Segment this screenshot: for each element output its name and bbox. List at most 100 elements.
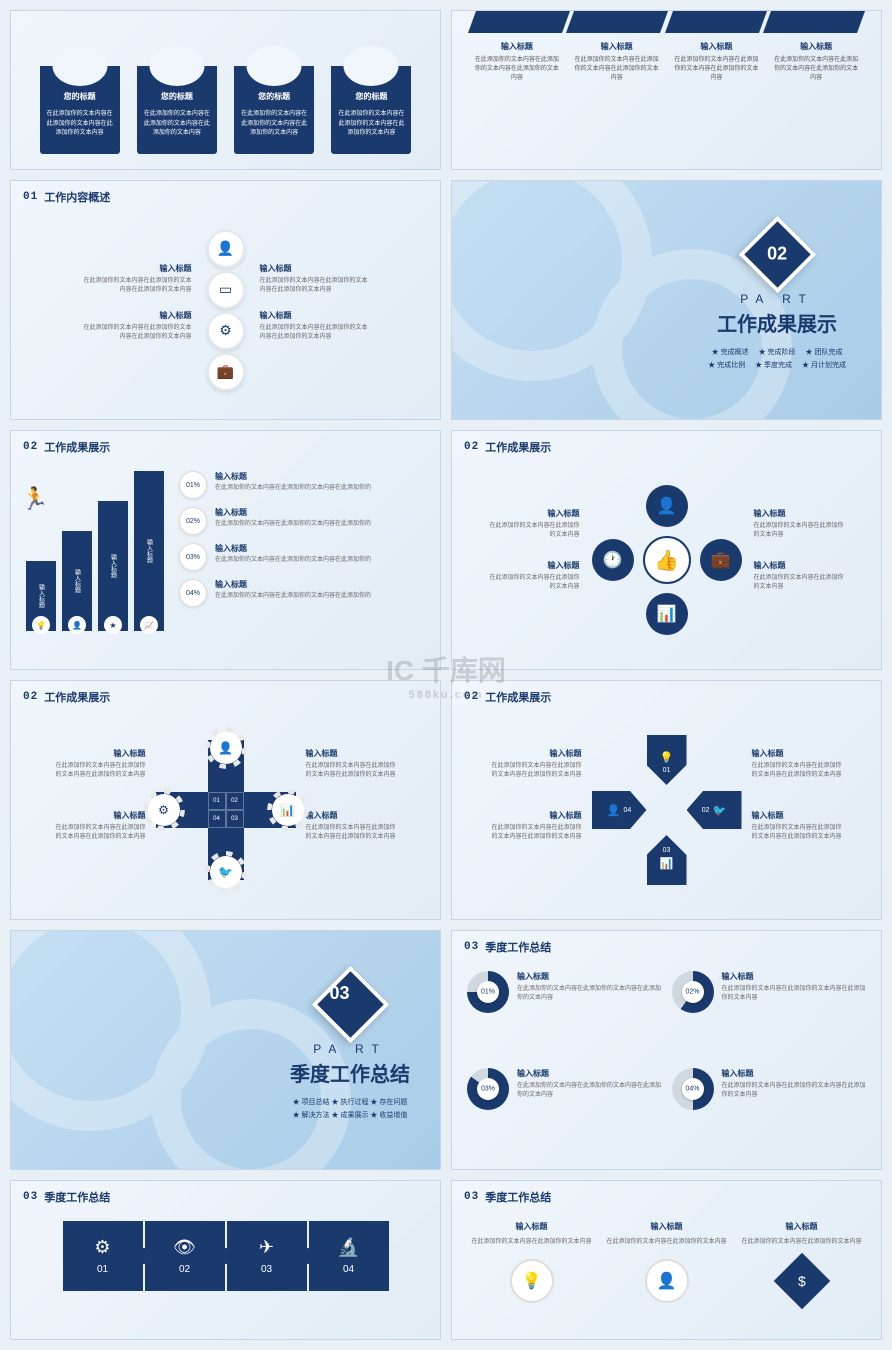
plane-icon: ✈ bbox=[259, 1237, 274, 1258]
donut-chart: 03% bbox=[467, 1068, 509, 1110]
part-label: PA RT bbox=[703, 292, 851, 306]
bulb-icon: 💡 bbox=[32, 616, 50, 634]
star-icon: ★ bbox=[104, 616, 122, 634]
gear-icon: ⚙ bbox=[94, 1237, 110, 1258]
bulb-icon: 💡 bbox=[660, 751, 674, 764]
twitter-icon: 🐦 bbox=[713, 804, 727, 817]
eye-icon: 👁 bbox=[173, 1237, 196, 1258]
tags: ★ 项目总结 ★ 执行过程 ★ 存在问题 ★ 解决方法 ★ 成果展示 ★ 收益增… bbox=[290, 1097, 410, 1122]
list-row: 03%输入标题在此添加你的文本内容在此添加你的文本内容在此添加你的 bbox=[179, 543, 425, 571]
microscope-icon: 🔬 bbox=[337, 1237, 359, 1258]
item: 输入标题在此添加你的文本内容在此添加你的文本内容在此添加你的文本内容 bbox=[260, 263, 370, 295]
section-title: 工作成果展示 bbox=[703, 308, 851, 337]
donut-item: 02%输入标题在此添加你的文本内容在此添加你的文本内容在此添加你的文本内容 bbox=[672, 971, 867, 1053]
puzzle-piece: ⚙01 bbox=[63, 1221, 143, 1291]
tags: ★ 完成概述★ 完成阶段★ 团队完成 ★ 完成比例★ 季度完成★ 月计划完成 bbox=[703, 347, 851, 372]
slide-section-03: 03 PA RT 季度工作总结 ★ 项目总结 ★ 执行过程 ★ 存在问题 ★ 解… bbox=[10, 930, 441, 1170]
item: 输入标题在此添加你的文本内容在此添加你的文本内容 bbox=[754, 560, 849, 592]
pillar: 您的标题在此添加你的文本内容在此添加你的文本内容在此添加你的文本内容 bbox=[331, 66, 411, 154]
slide-header: 02工作成果展示 bbox=[23, 689, 110, 705]
slide-parallelograms: 输入标题在此添加你的文本内容在此添加你的文本内容在此添加你的文本内容 输入标题在… bbox=[451, 10, 882, 170]
puzzle-piece: ✈03 bbox=[227, 1221, 307, 1291]
slide-donuts: 03季度工作总结 01%输入标题在此添加你的文本内容在此添加你的文本内容在此添加… bbox=[451, 930, 882, 1170]
user-icon: 👤 bbox=[646, 485, 688, 527]
donut-item: 03%输入标题在此添加你的文本内容在此添加你的文本内容在此添加你的文本内容 bbox=[467, 1068, 662, 1150]
chart-icon: 📊 bbox=[660, 857, 674, 870]
donut-item: 04%输入标题在此添加你的文本内容在此添加你的文本内容在此添加你的文本内容 bbox=[672, 1068, 867, 1150]
slide-header: 02工作成果展示 bbox=[464, 439, 551, 455]
slide-work-overview: 01工作内容概述 输入标题在此添加你的文本内容在此添加你的文本内容在此添加你的文… bbox=[10, 180, 441, 420]
item: 输入标题在此添加你的文本内容在此添加你的文本内容在此添加你的文本内容 bbox=[752, 810, 847, 842]
slide-gears-cross: 02工作成果展示 输入标题在此添加你的文本内容在此添加你的文本内容在此添加你的文… bbox=[10, 680, 441, 920]
item: 输入标题在此添加你的文本内容在此添加你的文本内容在此添加你的文本内容 bbox=[487, 810, 582, 842]
donut-chart: 04% bbox=[672, 1068, 714, 1110]
twitter-icon: 🐦 bbox=[210, 856, 242, 888]
item: 输入标题在此添加你的文本内容在此添加你的文本内容在此添加你的文本内容 bbox=[306, 810, 401, 842]
slide-bar-chart: 02工作成果展示 🏃 输入标题💡 输入标题👤 输入标题★ 输入标题📈 01%输入… bbox=[10, 430, 441, 670]
icon-column: 👤 ▭ ⚙ 💼 bbox=[207, 230, 245, 391]
dollar-icon: $ bbox=[773, 1253, 830, 1310]
pillar: 您的标题在此添加你的文本内容在此添加你的文本内容在此添加你的文本内容 bbox=[40, 66, 120, 154]
chart-icon: 📊 bbox=[272, 794, 304, 826]
slide-header: 01工作内容概述 bbox=[23, 189, 110, 205]
slide-section-02: 02 PA RT 工作成果展示 ★ 完成概述★ 完成阶段★ 团队完成 ★ 完成比… bbox=[451, 180, 882, 420]
item: 输入标题在此添加你的文本内容在此添加你的文本内容在此添加你的文本内容 bbox=[82, 263, 192, 295]
col: 输入标题在此添加你的文本内容在此添加你的文本内容在此添加你的文本内容 bbox=[472, 41, 562, 83]
briefcase-icon: 💼 bbox=[207, 353, 245, 391]
arrow: 03📊 bbox=[647, 835, 687, 885]
slide-header: 02工作成果展示 bbox=[23, 439, 110, 455]
donut-item: 01%输入标题在此添加你的文本内容在此添加你的文本内容在此添加你的文本内容 bbox=[467, 971, 662, 1053]
chart-icon: 📈 bbox=[140, 616, 158, 634]
slide-diamond-icons: 02工作成果展示 输入标题在此添加你的文本内容在此添加你的文本内容 输入标题在此… bbox=[451, 430, 882, 670]
slide-header: 03季度工作总结 bbox=[464, 1189, 551, 1205]
list-row: 02%输入标题在此添加你的文本内容在此添加你的文本内容在此添加你的 bbox=[179, 507, 425, 535]
runner-icon: 🏃 bbox=[21, 486, 48, 512]
hex-item: 输入标题在此添加你的文本内容在此添加你的文本内容$ bbox=[742, 1221, 862, 1301]
item: 输入标题在此添加你的文本内容在此添加你的文本内容在此添加你的文本内容 bbox=[51, 810, 146, 842]
item: 输入标题在此添加你的文本内容在此添加你的文本内容在此添加你的文本内容 bbox=[306, 748, 401, 780]
slide-arrows-center: 02工作成果展示 输入标题在此添加你的文本内容在此添加你的文本内容在此添加你的文… bbox=[451, 680, 882, 920]
user-icon: 👤 bbox=[645, 1259, 689, 1303]
list-row: 04%输入标题在此添加你的文本内容在此添加你的文本内容在此添加你的 bbox=[179, 579, 425, 607]
section-title: 季度工作总结 bbox=[290, 1058, 410, 1087]
item: 输入标题在此添加你的文本内容在此添加你的文本内容在此添加你的文本内容 bbox=[260, 310, 370, 342]
user-icon: 👤 bbox=[207, 230, 245, 268]
hex-item: 输入标题在此添加你的文本内容在此添加你的文本内容👤 bbox=[607, 1221, 727, 1303]
user-icon: 👤 bbox=[68, 616, 86, 634]
slide-header: 03季度工作总结 bbox=[464, 939, 551, 955]
slide-header: 03季度工作总结 bbox=[23, 1189, 110, 1205]
arrow: 👤04 bbox=[592, 791, 647, 829]
col: 输入标题在此添加你的文本内容在此添加你的文本内容在此添加你的文本内容 bbox=[572, 41, 662, 83]
user-icon: 👤 bbox=[210, 732, 242, 764]
item: 输入标题在此添加你的文本内容在此添加你的文本内容 bbox=[485, 560, 580, 592]
item: 输入标题在此添加你的文本内容在此添加你的文本内容在此添加你的文本内容 bbox=[82, 310, 192, 342]
gear-icon: ⚙ bbox=[207, 312, 245, 350]
item: 输入标题在此添加你的文本内容在此添加你的文本内容在此添加你的文本内容 bbox=[752, 748, 847, 780]
item: 输入标题在此添加你的文本内容在此添加你的文本内容 bbox=[485, 508, 580, 540]
bar: 输入标题💡 bbox=[26, 561, 56, 631]
part-label: PA RT bbox=[290, 1042, 410, 1056]
item: 输入标题在此添加你的文本内容在此添加你的文本内容在此添加你的文本内容 bbox=[487, 748, 582, 780]
bar-chart: 🏃 输入标题💡 输入标题👤 输入标题★ 输入标题📈 bbox=[26, 471, 164, 631]
bar: 输入标题📈 bbox=[134, 471, 164, 631]
section-number: 02 bbox=[738, 216, 816, 294]
puzzle-piece: 👁02 bbox=[145, 1221, 225, 1291]
list-row: 01%输入标题在此添加你的文本内容在此添加你的文本内容在此添加你的 bbox=[179, 471, 425, 499]
donut-chart: 02% bbox=[672, 971, 714, 1013]
user-icon: 👤 bbox=[607, 804, 621, 817]
item: 输入标题在此添加你的文本内容在此添加你的文本内容在此添加你的文本内容 bbox=[51, 748, 146, 780]
puzzle-piece: 🔬04 bbox=[309, 1221, 389, 1291]
list-icon: ▭ bbox=[207, 271, 245, 309]
bar: 输入标题★ bbox=[98, 501, 128, 631]
item: 输入标题在此添加你的文本内容在此添加你的文本内容 bbox=[754, 508, 849, 540]
slide-header: 02工作成果展示 bbox=[464, 689, 551, 705]
slide-puzzle: 03季度工作总结 ⚙01 👁02 ✈03 🔬04 bbox=[10, 1180, 441, 1340]
chart-icon: 📊 bbox=[646, 593, 688, 635]
bulb-icon: 💡 bbox=[510, 1259, 554, 1303]
arrow: 💡01 bbox=[647, 735, 687, 785]
pillar: 您的标题在此添加你的文本内容在此添加你的文本内容在此添加你的文本内容 bbox=[137, 66, 217, 154]
col: 输入标题在此添加你的文本内容在此添加你的文本内容在此添加你的文本内容 bbox=[672, 41, 762, 83]
section-number: 03 bbox=[311, 966, 389, 1044]
gear-icon: ⚙ bbox=[148, 794, 180, 826]
slide-hexagons: 03季度工作总结 输入标题在此添加你的文本内容在此添加你的文本内容💡 输入标题在… bbox=[451, 1180, 882, 1340]
